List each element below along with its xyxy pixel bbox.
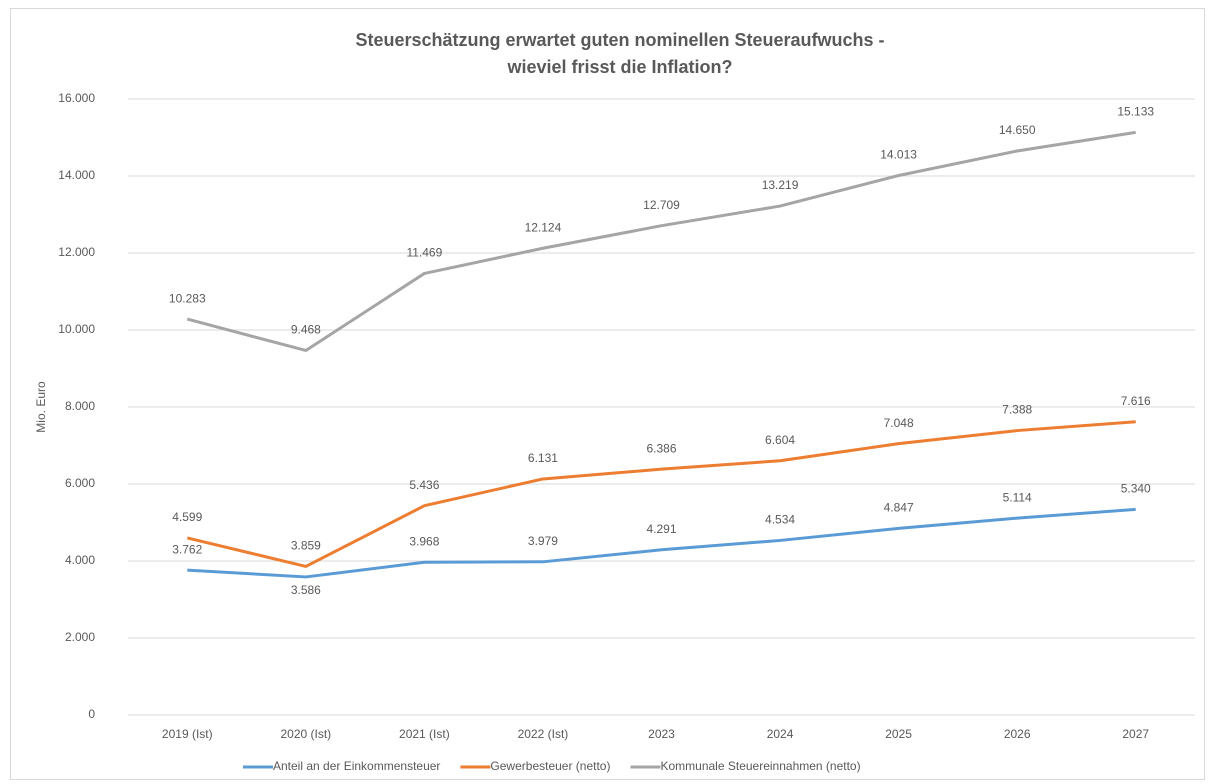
data-label: 3.762 [172, 542, 202, 556]
data-label: 12.124 [525, 220, 562, 234]
x-tick-label: 2021 (Ist) [399, 727, 450, 741]
legend-label: Gewerbesteuer (netto) [490, 759, 610, 773]
data-label: 15.133 [1117, 105, 1154, 119]
x-tick-label: 2026 [1004, 727, 1031, 741]
y-tick-label: 14.000 [58, 168, 95, 182]
y-tick-label: 6.000 [65, 476, 95, 490]
chart-title: Steuerschätzung erwartet guten nominelle… [355, 30, 884, 50]
line-series [187, 507, 1136, 579]
x-tick-label: 2027 [1122, 727, 1149, 741]
data-label: 5.114 [1003, 490, 1032, 504]
y-tick-label: 2.000 [65, 630, 95, 644]
data-label: 6.131 [528, 451, 558, 465]
data-label: 6.604 [765, 433, 795, 447]
data-label: 4.847 [884, 501, 914, 515]
data-label: 3.968 [409, 534, 439, 548]
y-tick-label: 0 [88, 707, 95, 721]
data-label: 4.291 [646, 522, 676, 536]
data-label: 14.013 [880, 148, 917, 162]
data-label: 7.048 [884, 416, 914, 430]
chart-border [10, 8, 1205, 780]
data-label: 6.386 [646, 441, 676, 455]
data-label: 13.219 [762, 178, 799, 192]
x-tick-label: 2023 [648, 727, 675, 741]
data-label: 10.283 [169, 291, 206, 305]
y-tick-label: 12.000 [58, 245, 95, 259]
x-tick-label: 2020 (Ist) [280, 727, 331, 741]
data-label: 3.586 [291, 583, 321, 597]
data-label: 7.616 [1121, 394, 1151, 408]
line-series [186, 420, 1136, 568]
data-label: 4.599 [172, 510, 202, 524]
data-label: 9.468 [291, 323, 321, 337]
data-label: 5.436 [409, 478, 439, 492]
legend-label: Kommunale Steuereinnahmen (netto) [660, 759, 860, 773]
data-label: 12.709 [643, 198, 680, 212]
line-series [186, 130, 1136, 352]
data-label: 7.388 [1002, 403, 1032, 417]
y-tick-label: 10.000 [58, 322, 95, 336]
data-label: 11.469 [406, 246, 442, 260]
y-tick-label: 8.000 [65, 399, 95, 413]
x-tick-label: 2025 [885, 727, 912, 741]
x-tick-label: 2019 (Ist) [162, 727, 213, 741]
x-tick-label: 2022 (Ist) [518, 727, 569, 741]
y-tick-label: 16.000 [58, 91, 95, 105]
data-label: 14.650 [999, 123, 1036, 137]
chart-title: wieviel frisst die Inflation? [506, 57, 732, 77]
data-label: 3.979 [528, 534, 558, 548]
data-label: 5.340 [1121, 482, 1151, 496]
x-tick-label: 2024 [767, 727, 794, 741]
data-label: 4.534 [765, 513, 795, 527]
legend-label: Anteil an der Einkommensteuer [273, 759, 440, 773]
data-label: 3.859 [291, 539, 321, 553]
y-tick-label: 4.000 [65, 553, 95, 567]
y-axis-label: Mio. Euro [34, 381, 48, 433]
